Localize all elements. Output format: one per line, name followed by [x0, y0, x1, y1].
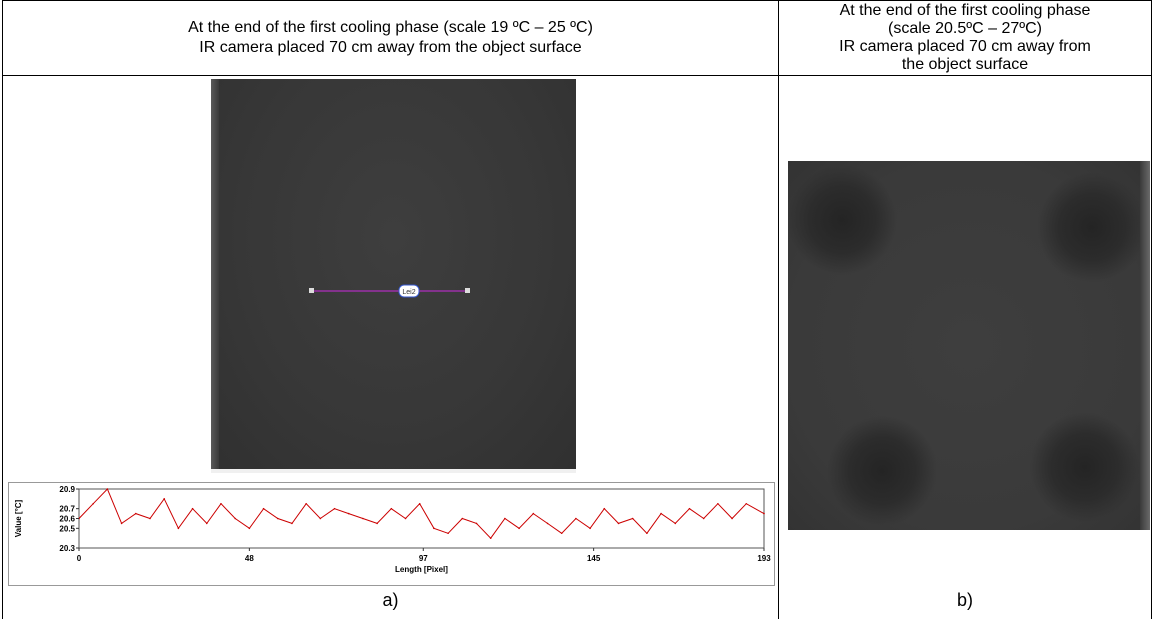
caption-b: b) [956, 590, 973, 610]
ir-thermogram-b-right-edge [1140, 161, 1150, 530]
data-point [191, 507, 194, 510]
data-point [461, 517, 464, 520]
data-point [518, 527, 520, 530]
data-point [205, 522, 208, 525]
y-tick-label: 20.3 [59, 544, 75, 553]
data-point [220, 502, 222, 505]
panel-a-header-line-2: IR camera placed 70 cm away from the obj… [199, 39, 582, 56]
data-point [120, 522, 123, 525]
panel-b-header-line-3: IR camera placed 70 cm away from [839, 38, 1091, 55]
data-point [234, 517, 236, 520]
data-point [149, 517, 151, 520]
data-point [702, 517, 705, 520]
panel-a-header: At the end of the first cooling phase (s… [3, 1, 778, 75]
data-point [763, 512, 765, 515]
data-point [291, 522, 293, 525]
data-point [489, 537, 492, 539]
measurement-line-overlay: Lei2 [309, 284, 470, 298]
data-point [504, 517, 506, 520]
data-point [731, 517, 733, 520]
data-point [134, 512, 137, 515]
table-top-border [2, 0, 1152, 1]
data-point [163, 498, 165, 500]
data-point [646, 532, 648, 535]
data-point [319, 517, 322, 520]
data-point [106, 488, 109, 490]
data-point [376, 522, 378, 525]
data-point [92, 502, 94, 505]
data-point [745, 502, 748, 505]
data-point [347, 512, 350, 515]
ir-thermogram-a: Lei2 [211, 79, 576, 473]
panel-b-header: At the end of the first cooling phase (s… [779, 1, 1151, 75]
data-point [262, 507, 265, 510]
data-point [447, 532, 449, 535]
y-tick-label: 20.7 [59, 505, 75, 514]
data-point [418, 502, 421, 505]
y-axis-label: Value [°C] [14, 499, 23, 537]
line-profile-chart-svg: 0 48 97 145 193 20.3 20.520.620.7 20.9 Length [P… [14, 485, 771, 574]
caption-a: a) [382, 590, 399, 610]
data-point [546, 522, 549, 525]
ir-thermogram-a-bottom-edge [211, 469, 576, 473]
y-tick-label: 20.5 [59, 524, 75, 533]
y-tick-label: 20.9 [59, 485, 75, 494]
x-tick-label: 97 [419, 554, 428, 563]
data-point [532, 512, 535, 515]
table-left-border [2, 0, 3, 619]
measurement-line-label-box [398, 284, 420, 298]
data-point [631, 517, 634, 520]
line-profile-chart: 0 48 97 145 193 20.3 20.5 20.6 20.7 20.9 Length [P… [8, 482, 775, 586]
panel-b-header-line-2: (scale 20.5ºC – 27ºC) [888, 20, 1042, 37]
x-axis-label: Length [Pixel] [395, 565, 448, 574]
data-point [575, 517, 577, 520]
measurement-line-label: Lei2 [402, 289, 415, 296]
plot-area [78, 488, 765, 549]
data-point [305, 502, 307, 505]
panel-b-header-line-1: At the end of the first cooling phase [839, 2, 1091, 19]
ir-thermogram-a-left-edge [211, 79, 219, 473]
data-point [333, 507, 336, 510]
data-point [688, 507, 691, 510]
panel-a-header-line-1: At the end of the first cooling phase (s… [188, 19, 593, 36]
data-point [177, 527, 180, 530]
measurement-line-start-handle [309, 288, 314, 293]
panel-b-header-line-4: the object surface [901, 56, 1029, 73]
x-tick-label: 145 [587, 554, 601, 563]
data-point [362, 517, 364, 520]
data-point [475, 522, 478, 525]
measurement-line-end-handle [465, 288, 470, 293]
data-point [589, 527, 591, 530]
y-tick-label: 20.6 [59, 515, 75, 524]
data-point [276, 517, 279, 520]
data-point [433, 527, 435, 530]
data-point [603, 507, 606, 510]
table-column-divider [778, 0, 779, 619]
x-tick-label: 0 [77, 554, 82, 563]
data-point [660, 512, 662, 515]
data-point [717, 502, 719, 505]
data-point [674, 522, 677, 525]
ir-thermogram-b [788, 161, 1150, 530]
data-point [390, 507, 393, 510]
x-tick-label: 48 [245, 554, 254, 563]
table-header-divider [2, 75, 1152, 76]
data-point [617, 522, 620, 525]
data-point [404, 517, 407, 520]
data-point [248, 527, 251, 530]
data-point [560, 532, 563, 535]
x-tick-label: 193 [757, 554, 771, 563]
